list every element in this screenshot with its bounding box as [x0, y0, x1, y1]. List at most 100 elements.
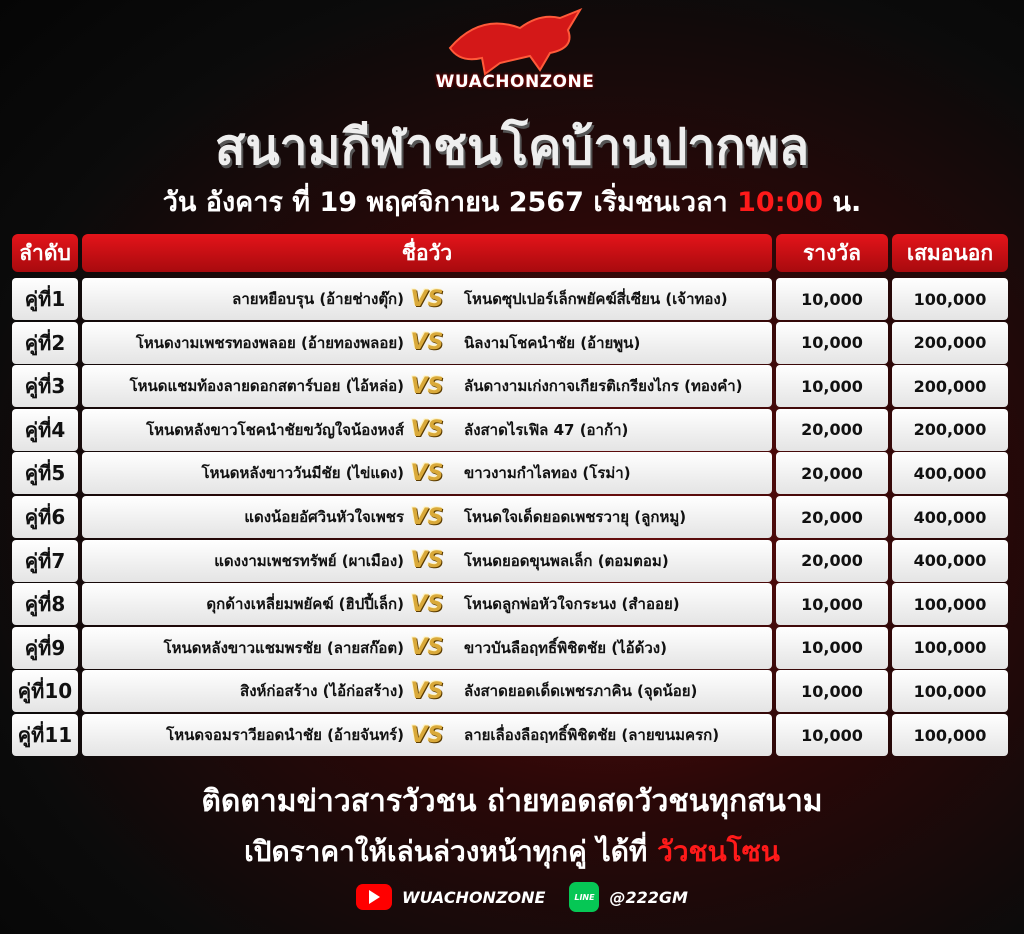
match-rank: คู่ที่6	[12, 496, 78, 538]
vs-icon: VS	[410, 504, 444, 530]
start-time: 10:00	[737, 187, 824, 218]
match-names: ดุกด้างเหลี่ยมพยัคฆ์ (ฮิปปี้เล็ก) VS โหน…	[82, 583, 772, 626]
match-names: สิงห์ก่อสร้าง (ไอ้ก่อสร้าง) VS ลังสาดยอด…	[82, 670, 772, 713]
away-bull: ขาวบันลือฤทธิ์พิชิตชัย (ไอ้ด้วง)	[464, 638, 667, 657]
vs-icon: VS	[410, 678, 444, 704]
match-names: แดงงามเพชรทรัพย์ (ผาเมือง) VS โหนดยอดขุน…	[82, 539, 772, 582]
time-suffix: น.	[832, 187, 862, 218]
table-row: คู่ที่9 โหนดหลังขาวแชมพรชัย (ลายสก๊อต) V…	[0, 626, 1024, 669]
away-bull: ลังสาดยอดเด็ดเพชรภาคิน (จุดน้อย)	[464, 682, 698, 701]
draw-value: 100,000	[892, 670, 1008, 713]
draw-value: 100,000	[892, 714, 1008, 756]
prize-value: 20,000	[776, 539, 888, 582]
footer-line1: ติดตามข่าวสารวัวชน ถ่ายทอดสดวัวชนทุกสนาม	[201, 784, 823, 819]
draw-value: 400,000	[892, 496, 1008, 538]
draw-value: 200,000	[892, 321, 1008, 364]
table-row: คู่ที่11 โหนดจอมราวียอดนำชัย (อ้ายจันทร์…	[0, 714, 1024, 756]
match-names: แดงน้อยอัศวินหัวใจเพชร VS โหนดใจเด็ดยอดเ…	[82, 496, 772, 538]
draw-value: 100,000	[892, 278, 1008, 320]
table-row: คู่ที่3 โหนดแชมท้องลายดอกสตาร์บอย (ไอ้หล…	[0, 365, 1024, 408]
table-row: คู่ที่2 โหนดงามเพชรทองพลอย (อ้ายทองพลอย)…	[0, 321, 1024, 364]
youtube-icon[interactable]	[356, 884, 392, 910]
match-rank: คู่ที่1	[12, 278, 78, 320]
table-row: คู่ที่7 แดงงามเพชรทรัพย์ (ผาเมือง) VS โห…	[0, 539, 1024, 582]
match-rank: คู่ที่8	[12, 583, 78, 626]
line-icon[interactable]: LINE	[569, 882, 600, 912]
table-row: คู่ที่4 โหนดหลังขาวโชคนำชัยขวัญใจน้องหงส…	[0, 408, 1024, 451]
table-row: คู่ที่8 ดุกด้างเหลี่ยมพยัคฆ์ (ฮิปปี้เล็ก…	[0, 583, 1024, 626]
vs-icon: VS	[410, 591, 444, 617]
away-bull: ขาวงามกำไลทอง (โรม่า)	[464, 464, 631, 483]
footer-line2-text: เปิดราคาให้เล่นล่วงหน้าทุกคู่ ได้ที่	[244, 835, 648, 868]
youtube-channel[interactable]: WUACHONZONE	[402, 887, 546, 907]
away-bull: นิลงามโชคนำชัย (อ้ายพูน)	[464, 333, 641, 352]
draw-value: 100,000	[892, 626, 1008, 669]
match-names: โหนดหลังขาวแชมพรชัย (ลายสก๊อต) VS ขาวบัน…	[82, 626, 772, 669]
draw-value: 400,000	[892, 452, 1008, 495]
home-bull: แดงงามเพชรทรัพย์ (ผาเมือง)	[214, 551, 404, 570]
match-names: ลายหยือบรุน (อ้ายช่างตุ๊ก) VS โหนดซุปเปอ…	[82, 278, 772, 320]
vs-icon: VS	[410, 722, 444, 748]
line-id[interactable]: @222GM	[609, 887, 688, 907]
vs-icon: VS	[410, 635, 444, 661]
social-links: WUACHONZONE LINE @222GM	[356, 882, 688, 912]
away-bull: โหนดซุปเปอร์เล็กพยัคฆ์สี่เซียน (เจ้าทอง)	[464, 290, 728, 308]
draw-value: 100,000	[892, 583, 1008, 626]
match-names: โหนดแชมท้องลายดอกสตาร์บอย (ไอ้หล่อ) VS ล…	[82, 365, 772, 408]
home-bull: โหนดหลังขาวแชมพรชัย (ลายสก๊อต)	[163, 638, 404, 657]
prize-value: 10,000	[776, 626, 888, 669]
home-bull: แดงน้อยอัศวินหัวใจเพชร	[244, 508, 404, 526]
logo: WUACHONZONE	[430, 8, 600, 103]
header-prize: รางวัล	[776, 234, 888, 272]
vs-icon: VS	[410, 460, 444, 486]
home-bull: สิงห์ก่อสร้าง (ไอ้ก่อสร้าง)	[240, 682, 404, 701]
draw-value: 200,000	[892, 408, 1008, 451]
home-bull: โหนดหลังขาวโชคนำชัยขวัญใจน้องหงส์	[146, 420, 404, 439]
home-bull: ลายหยือบรุน (อ้ายช่างตุ๊ก)	[232, 290, 404, 308]
prize-value: 20,000	[776, 496, 888, 538]
prize-value: 10,000	[776, 365, 888, 408]
event-date: วัน อังคาร ที่ 19 พฤศจิกายน 2567 เริ่มชน…	[0, 180, 1024, 223]
away-bull: โหนดใจเด็ดยอดเพชรวายุ (ลูกหมู)	[464, 508, 687, 526]
bull-icon	[448, 8, 583, 76]
table-row: คู่ที่5 โหนดหลังขาววันมีชัย (ไข่แดง) VS …	[0, 452, 1024, 495]
match-rank: คู่ที่7	[12, 539, 78, 582]
table-row: คู่ที่6 แดงน้อยอัศวินหัวใจเพชร VS โหนดใจ…	[0, 496, 1024, 538]
match-rank: คู่ที่9	[12, 626, 78, 669]
header-draw: เสมอนอก	[892, 234, 1008, 272]
date-text: วัน อังคาร ที่ 19 พฤศจิกายน 2567 เริ่มชน…	[162, 187, 728, 218]
table-row: คู่ที่1 ลายหยือบรุน (อ้ายช่างตุ๊ก) VS โห…	[0, 278, 1024, 320]
vs-icon: VS	[410, 330, 444, 356]
footer-line2: เปิดราคาให้เล่นล่วงหน้าทุกคู่ ได้ที่ วัว…	[0, 830, 1024, 874]
prize-value: 20,000	[776, 452, 888, 495]
match-rank: คู่ที่4	[12, 408, 78, 451]
table-row: คู่ที่10 สิงห์ก่อสร้าง (ไอ้ก่อสร้าง) VS …	[0, 670, 1024, 713]
vs-icon: VS	[410, 548, 444, 574]
prize-value: 20,000	[776, 408, 888, 451]
prize-value: 10,000	[776, 670, 888, 713]
prize-value: 10,000	[776, 714, 888, 756]
vs-icon: VS	[410, 417, 444, 443]
match-names: โหนดหลังขาวโชคนำชัยขวัญใจน้องหงส์ VS ลัง…	[82, 408, 772, 451]
prize-value: 10,000	[776, 278, 888, 320]
draw-value: 200,000	[892, 365, 1008, 408]
match-names: โหนดหลังขาววันมีชัย (ไข่แดง) VS ขาวงามกำ…	[82, 452, 772, 495]
match-rank: คู่ที่3	[12, 365, 78, 408]
page-title: สนามกีฬาชนโคบ้านปากพล	[214, 118, 810, 176]
draw-value: 400,000	[892, 539, 1008, 582]
home-bull: ดุกด้างเหลี่ยมพยัคฆ์ (ฮิปปี้เล็ก)	[206, 595, 404, 614]
prize-value: 10,000	[776, 321, 888, 364]
vs-icon: VS	[410, 286, 444, 312]
home-bull: โหนดหลังขาววันมีชัย (ไข่แดง)	[201, 464, 404, 483]
home-bull: โหนดงามเพชรทองพลอย (อ้ายทองพลอย)	[135, 333, 404, 352]
match-rank: คู่ที่2	[12, 321, 78, 364]
away-bull: โหนดลูกพ่อหัวใจกระนง (สำออย)	[464, 595, 680, 614]
away-bull: โหนดยอดขุนพลเล็ก (ตอมตอม)	[464, 551, 669, 570]
header-names: ชื่อวัว	[82, 234, 772, 272]
logo-text: WUACHONZONE	[435, 72, 595, 92]
header-rank: ลำดับ	[12, 234, 78, 272]
away-bull: ลายเลื่องลือฤทธิ์พิชิตชัย (ลายขนมครก)	[464, 726, 720, 744]
home-bull: โหนดแชมท้องลายดอกสตาร์บอย (ไอ้หล่อ)	[129, 377, 404, 396]
match-names: โหนดจอมราวียอดนำชัย (อ้ายจันทร์) VS ลายเ…	[82, 714, 772, 756]
footer-highlight: วัวชนโซน	[657, 835, 780, 868]
